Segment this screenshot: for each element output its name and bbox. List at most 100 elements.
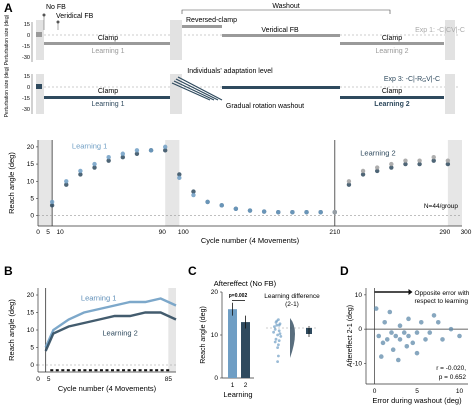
y-axis-label: Reach angle (deg): [200, 306, 207, 364]
x-tick-label: 5: [415, 388, 419, 395]
inset-point: [277, 323, 281, 327]
data-point: [379, 354, 384, 359]
data-point: [397, 337, 403, 342]
panel-a-label: A: [4, 1, 13, 15]
x-tick-label: 0: [373, 388, 377, 395]
data-point-series-0: [78, 172, 83, 177]
learning-1-label: Learning 1: [91, 48, 124, 55]
data-point: [373, 306, 379, 311]
data-point: [393, 333, 399, 339]
data-point-series-2: [375, 165, 380, 170]
y-tick-label: 15: [27, 310, 35, 317]
inset-point: [276, 333, 279, 337]
data-point-series-2: [360, 168, 366, 174]
significance-mark: [155, 369, 159, 372]
data-point-series-0: [431, 158, 436, 163]
significance-mark: [61, 369, 65, 372]
significance-mark: [138, 369, 142, 372]
data-point-series-0: [106, 158, 111, 163]
significance-mark: [116, 369, 120, 372]
data-point-series-2: [431, 155, 436, 160]
exp3-sub: G: [422, 78, 426, 84]
data-point: [389, 330, 394, 335]
significance-mark: [122, 369, 126, 372]
inset-point: [277, 329, 281, 333]
x-tick-label: 290: [439, 229, 450, 236]
data-point: [423, 337, 428, 342]
inset-point: [272, 330, 275, 334]
data-point: [440, 337, 445, 342]
significance-mark: [72, 369, 76, 372]
data-point: [384, 337, 390, 342]
data-point: [406, 316, 411, 322]
x-tick-label: 300: [461, 229, 472, 236]
data-point-series-1: [205, 199, 210, 205]
reversed-clamp-label: Reversed-clamp: [186, 17, 237, 24]
y-tick-label: 5: [30, 345, 34, 352]
y-tick-label: 20: [27, 144, 35, 151]
data-point-series-1: [106, 155, 111, 160]
shade-nofb-1: [165, 140, 180, 226]
y-tick-label: 0: [30, 213, 34, 220]
inset-violin: [290, 318, 295, 358]
pvalue-label: p=0.002: [229, 293, 248, 299]
x-tick-label: 2: [244, 382, 248, 389]
y-tick-label: 10: [27, 327, 35, 334]
x-axis-label: Error during washout (deg): [372, 396, 462, 405]
data-point: [410, 340, 416, 346]
x-axis-label: Cycle number (4 Movements): [201, 236, 300, 245]
data-point-series-1: [49, 199, 55, 205]
data-point-series-1: [134, 148, 140, 153]
panel-d-label: D: [340, 264, 349, 278]
veridical-fb-mid-label: Veridical FB: [261, 27, 299, 34]
data-point: [397, 323, 403, 329]
data-point-series-0: [177, 172, 182, 177]
data-point-series-1: [177, 175, 182, 181]
data-point: [414, 350, 420, 356]
x-axis-label: Cycle number (4 Movements): [58, 384, 157, 393]
data-point: [382, 319, 388, 325]
significance-mark: [110, 369, 114, 372]
data-point: [396, 357, 401, 363]
significance-mark: [144, 369, 148, 372]
y-tick-label: 5: [30, 195, 34, 202]
data-point-series-0: [92, 165, 97, 170]
data-point-series-1: [318, 210, 323, 215]
data-point: [427, 330, 433, 335]
learning-2-label: Learning 2: [375, 48, 408, 55]
data-point-series-1: [219, 203, 224, 208]
x-axis-label: Learning: [223, 390, 252, 399]
arrow-label-1: Opposite error with: [415, 290, 470, 297]
inset-point: [275, 323, 279, 327]
data-point-series-1: [233, 206, 239, 211]
x-tick-label: 0: [36, 229, 40, 236]
x-tick-label: 210: [329, 229, 340, 236]
y-tick-label: 15: [27, 161, 35, 168]
significance-mark: [99, 369, 103, 372]
data-point: [448, 326, 454, 332]
data-point-series-1: [290, 210, 295, 215]
arrow-label-2: respect to learning: [415, 298, 469, 305]
data-point-series-0: [445, 161, 451, 167]
clamp-1-label: Clamp: [98, 35, 118, 42]
inset-point: [276, 346, 279, 349]
panel-c-label: C: [188, 264, 197, 278]
learning-4-label: Learning 2: [374, 101, 410, 108]
tick-label: 15: [24, 74, 30, 80]
data-point-series-0: [120, 155, 126, 160]
tick-label: -30: [22, 55, 30, 61]
x-tick-label: 10: [456, 388, 464, 395]
inset-point: [277, 339, 281, 342]
significance-mark: [149, 369, 153, 372]
x-tick-label: 100: [178, 229, 189, 236]
data-point-series-2: [332, 210, 337, 215]
significance-mark: [50, 369, 54, 372]
data-point: [435, 319, 441, 325]
data-point-series-0: [191, 189, 196, 194]
schedule-top-ylabel: Perturbation size (deg): [4, 14, 10, 65]
exp1-label: Exp 1: -C|CV|-C: [415, 27, 465, 34]
data-point: [414, 330, 420, 335]
tick-label: -15: [22, 44, 30, 50]
inset-subtitle: (2-1): [285, 301, 299, 308]
